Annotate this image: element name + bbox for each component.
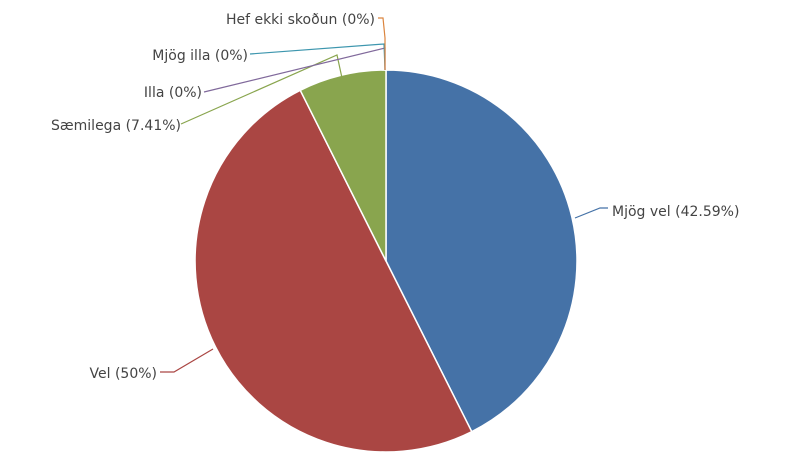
pie-slices — [194, 69, 578, 452]
slice-label-saemilega: Sæmilega (7.41%) — [51, 118, 181, 134]
slice-label-illa: Illa (0%) — [144, 85, 202, 101]
connector-mjog-illa — [249, 43, 386, 71]
slice-label-mjog-vel: Mjög vel (42.59%) — [612, 204, 739, 220]
connector-hef-ekki-skodun — [378, 17, 386, 70]
pie-slice-0[interactable] — [385, 69, 578, 433]
connector-saemilega — [180, 54, 343, 125]
label-connectors — [160, 17, 608, 373]
connector-mjog-vel — [574, 207, 608, 219]
slice-label-vel: Vel (50%) — [90, 366, 157, 382]
slice-label-mjog-illa: Mjög illa (0%) — [152, 48, 248, 64]
slice-label-hef-ekki-skodun: Hef ekki skoðun (0%) — [226, 12, 375, 28]
connector-vel — [160, 348, 214, 373]
